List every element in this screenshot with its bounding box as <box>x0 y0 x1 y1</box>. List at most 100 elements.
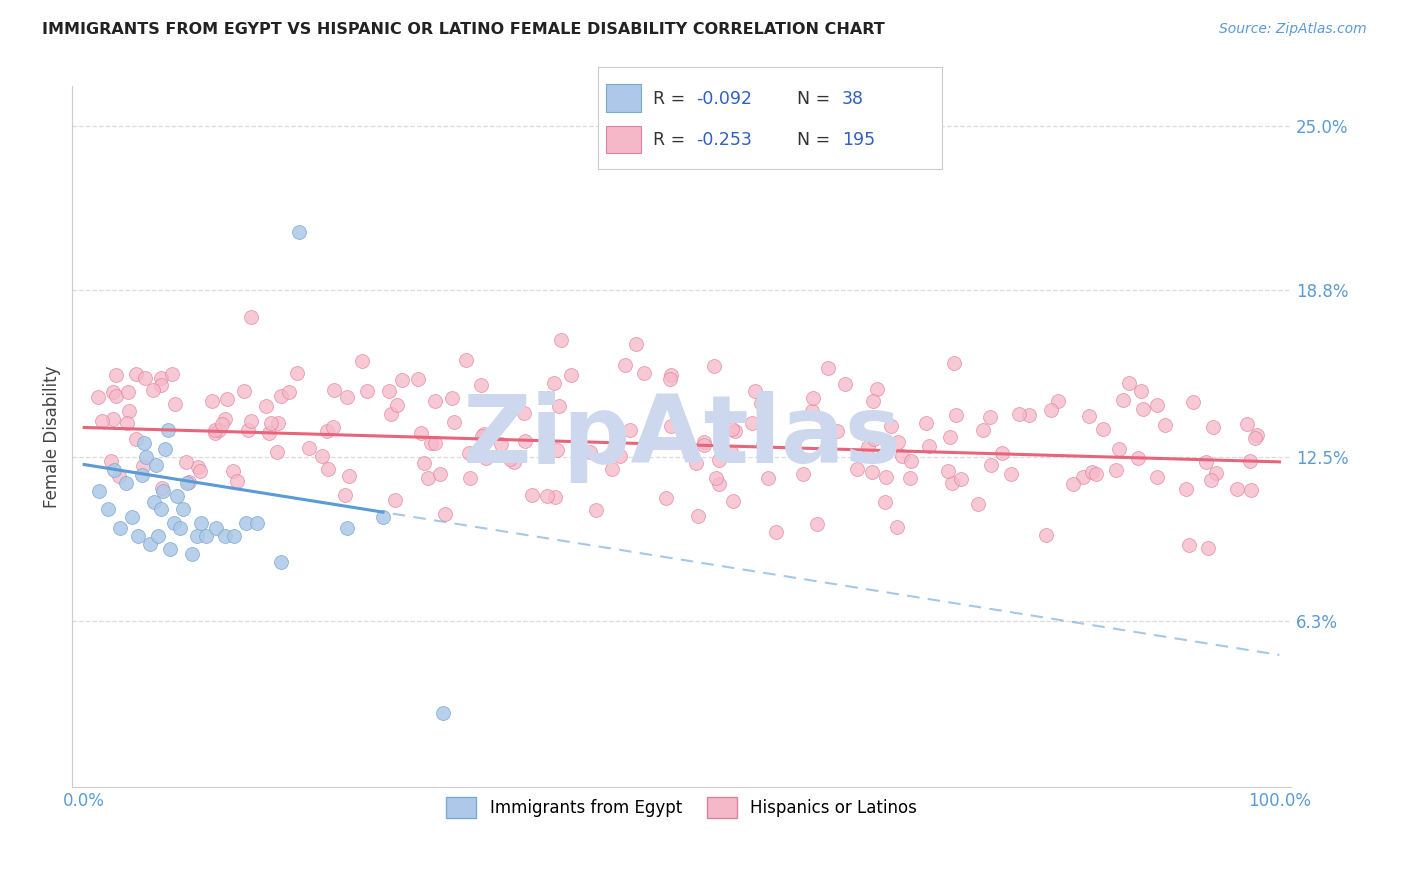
Point <box>204 521 226 535</box>
Point <box>433 507 456 521</box>
Text: -0.092: -0.092 <box>696 89 752 108</box>
Point <box>152 483 174 498</box>
Point <box>513 434 536 448</box>
Point <box>1126 451 1149 466</box>
Point <box>239 414 262 428</box>
Point <box>803 391 825 405</box>
Point <box>979 410 1001 425</box>
Point <box>1000 467 1022 481</box>
Point <box>163 397 186 411</box>
Point <box>1047 394 1070 409</box>
Point <box>163 516 186 530</box>
Point <box>391 373 413 387</box>
Point <box>380 407 402 421</box>
Point <box>454 353 477 368</box>
Point <box>108 521 131 535</box>
Point <box>860 466 883 480</box>
Point <box>117 416 139 430</box>
Point <box>266 445 288 459</box>
Point <box>741 417 763 431</box>
Point <box>204 425 226 440</box>
Point <box>235 516 257 530</box>
Point <box>1035 528 1057 542</box>
Point <box>1071 470 1094 484</box>
Point <box>659 368 682 382</box>
Point <box>817 361 839 376</box>
Point <box>131 458 153 473</box>
Point <box>166 489 188 503</box>
Point <box>941 475 963 490</box>
Point <box>145 458 167 472</box>
Point <box>880 419 903 434</box>
Point <box>1091 421 1114 435</box>
Point <box>190 464 212 478</box>
Point <box>709 441 731 455</box>
Point <box>337 468 360 483</box>
Point <box>756 471 779 485</box>
Point <box>945 408 967 422</box>
Point <box>352 354 374 368</box>
Point <box>97 502 120 516</box>
Point <box>693 438 716 452</box>
Point <box>1008 407 1031 421</box>
Point <box>311 449 333 463</box>
Text: Source: ZipAtlas.com: Source: ZipAtlas.com <box>1219 22 1367 37</box>
Point <box>180 548 202 562</box>
Point <box>966 497 988 511</box>
Point <box>103 463 125 477</box>
Point <box>118 404 141 418</box>
Point <box>709 476 731 491</box>
FancyBboxPatch shape <box>606 85 641 112</box>
Point <box>298 442 321 456</box>
Point <box>222 464 245 478</box>
Point <box>709 453 731 467</box>
Point <box>149 378 172 392</box>
Point <box>1205 466 1227 480</box>
Point <box>278 384 301 399</box>
Point <box>1118 376 1140 390</box>
Point <box>614 358 637 372</box>
Point <box>950 472 973 486</box>
Point <box>1240 483 1263 497</box>
Point <box>624 337 647 351</box>
Text: 38: 38 <box>842 89 865 108</box>
Point <box>1174 482 1197 496</box>
Point <box>862 394 884 409</box>
Point <box>1199 473 1222 487</box>
Point <box>1177 539 1199 553</box>
Point <box>1084 467 1107 481</box>
Point <box>865 382 887 396</box>
Point <box>900 454 922 468</box>
Point <box>536 489 558 503</box>
Point <box>260 416 283 430</box>
Point <box>1146 469 1168 483</box>
Point <box>149 371 172 385</box>
Point <box>752 401 775 416</box>
Point <box>1105 463 1128 477</box>
Point <box>432 706 454 720</box>
Point <box>190 516 212 530</box>
Point <box>101 385 124 400</box>
Point <box>148 529 170 543</box>
Point <box>619 423 641 437</box>
Point <box>498 452 520 467</box>
Point <box>406 371 429 385</box>
Point <box>226 474 249 488</box>
Point <box>87 390 110 404</box>
Point <box>862 432 884 446</box>
Point <box>125 367 148 381</box>
Point <box>214 529 236 543</box>
Point <box>609 450 631 464</box>
Point <box>655 491 678 505</box>
Point <box>520 487 543 501</box>
Point <box>685 456 707 470</box>
Point <box>409 426 432 441</box>
Point <box>550 333 572 347</box>
Text: ZipAtlas: ZipAtlas <box>463 391 901 483</box>
Point <box>322 420 344 434</box>
Point <box>91 414 114 428</box>
Point <box>1239 454 1261 468</box>
Point <box>87 483 110 498</box>
Point <box>460 471 482 485</box>
Point <box>115 476 138 491</box>
